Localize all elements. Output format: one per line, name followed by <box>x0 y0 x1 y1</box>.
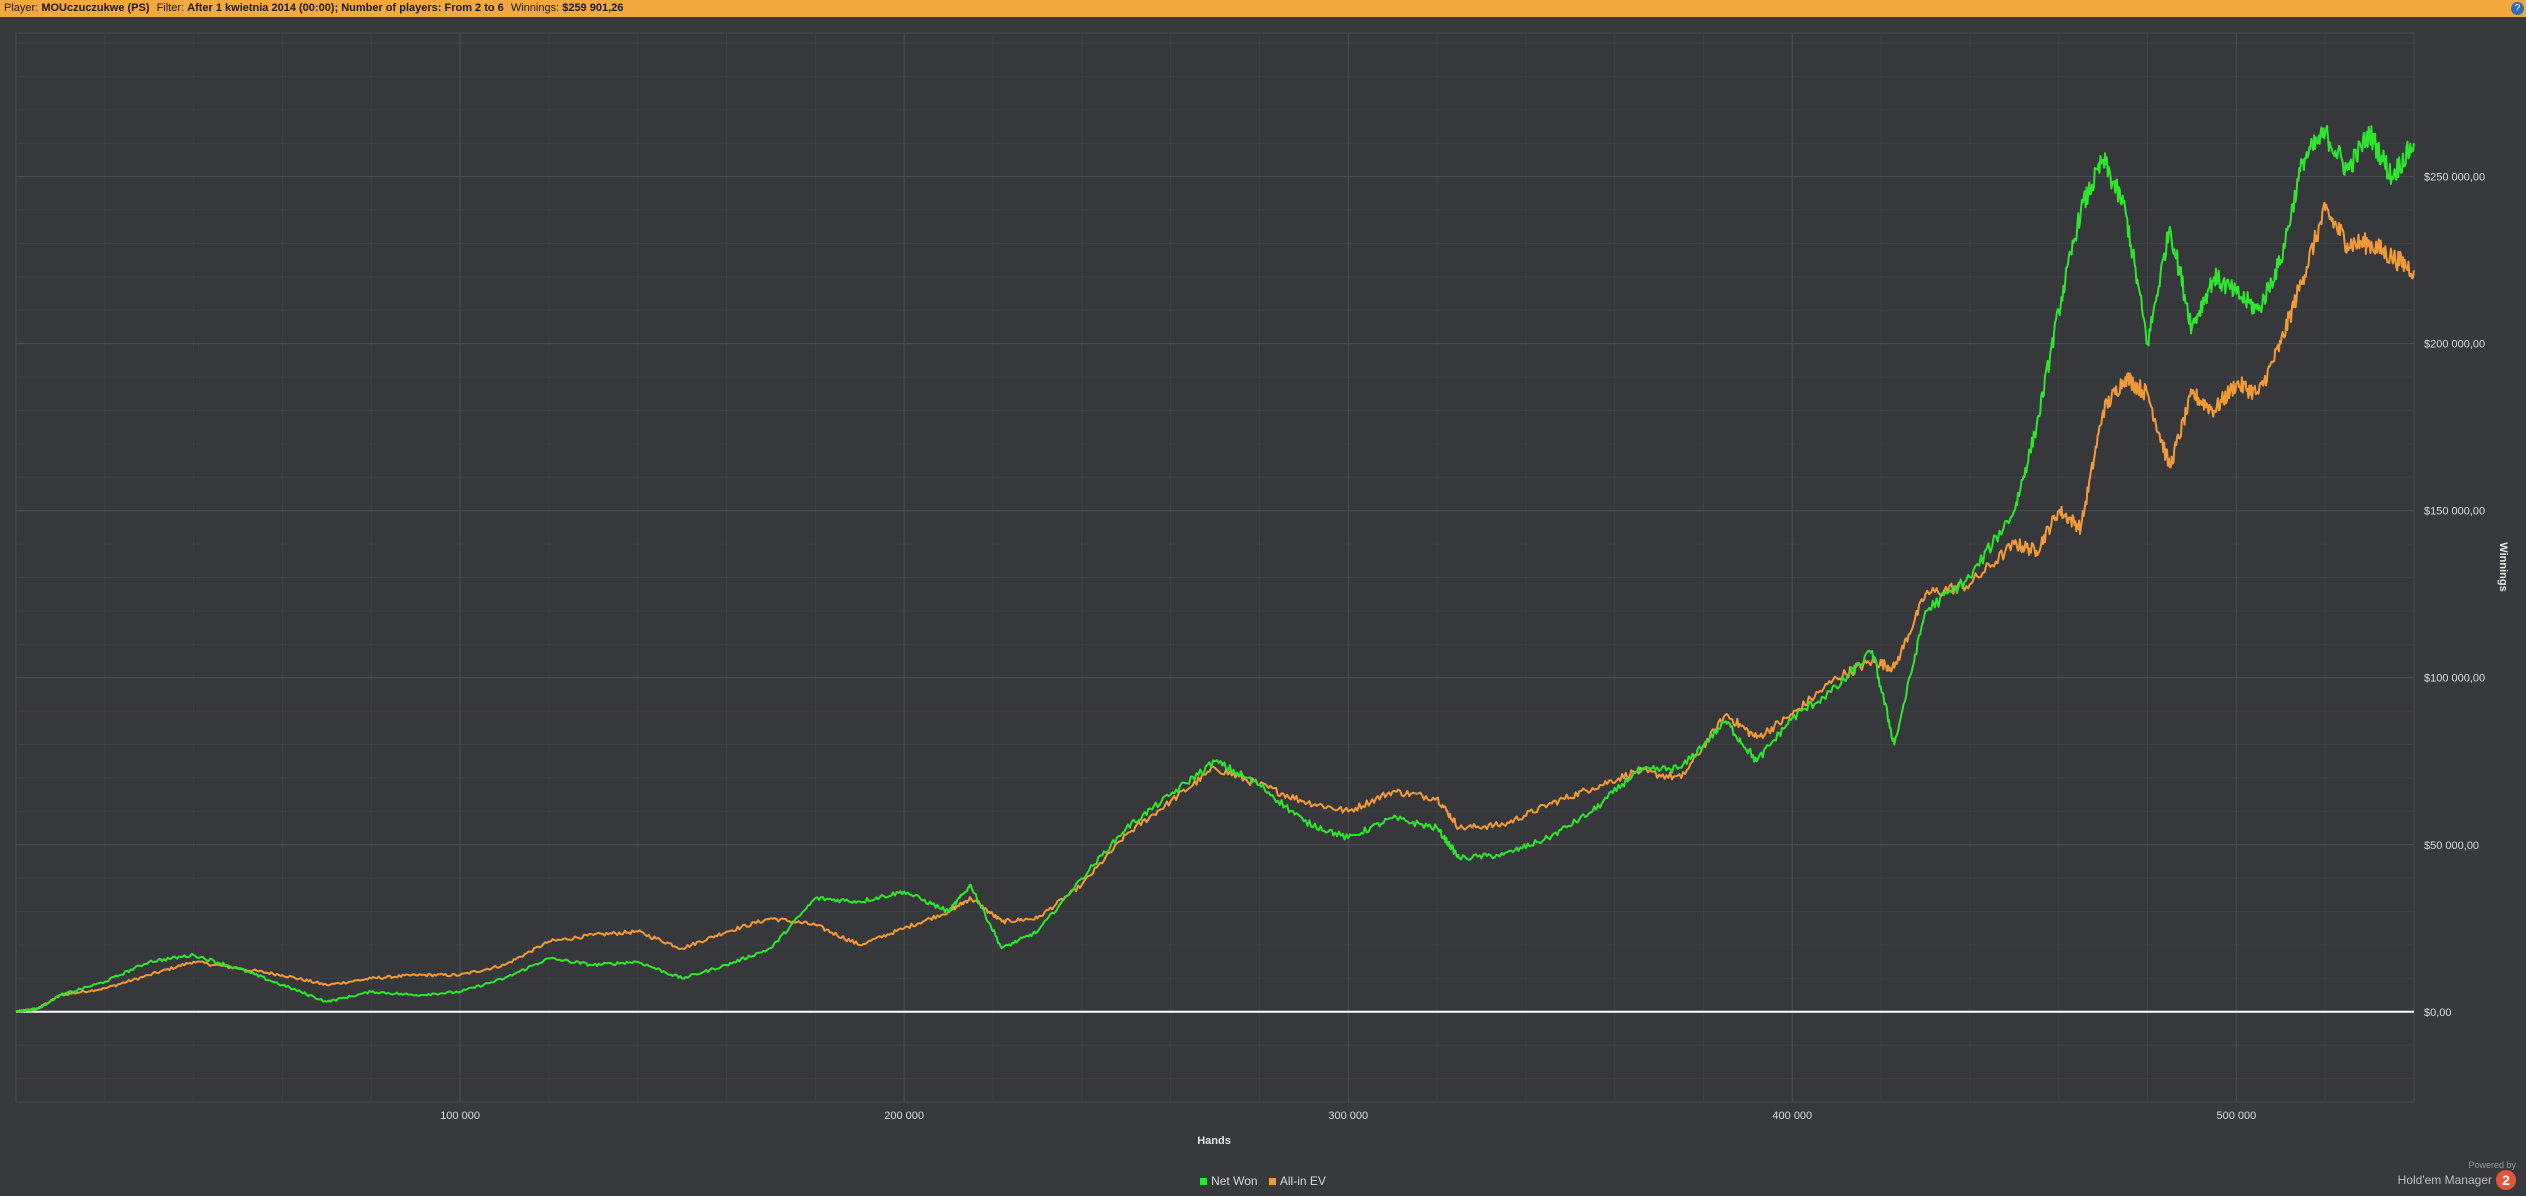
chart-legend: Net Won All-in EV <box>0 1174 2526 1188</box>
player-value: MOUczuczukwe (PS) <box>41 2 150 14</box>
y-tick-label: $150 000,00 <box>2424 506 2485 518</box>
filter-bar: Player: MOUczuczukwe (PS) Filter: After … <box>0 0 2526 17</box>
x-tick-label: 200 000 <box>884 1110 924 1122</box>
legend-item-net-won[interactable]: Net Won <box>1200 1174 1258 1188</box>
y-tick-label: $0,00 <box>2424 1007 2452 1019</box>
y-axis-ticks: $0,00 $50 000,00 $100 000,00 $150 000,00 $20… <box>2424 172 2485 1019</box>
filter-value: After 1 kwietnia 2014 (00:00); Number of… <box>187 2 504 14</box>
series-line-net-won <box>15 124 2415 1013</box>
x-axis-title: Hands <box>1197 1135 1231 1147</box>
x-tick-label: 400 000 <box>1772 1110 1812 1122</box>
legend-item-all-in-ev[interactable]: All-in EV <box>1268 1174 1326 1188</box>
legend-label-net-won: Net Won <box>1211 1174 1258 1188</box>
help-icon[interactable]: ? <box>2511 2 2524 15</box>
series-lines <box>15 124 2415 1013</box>
y-tick-label: $100 000,00 <box>2424 673 2485 685</box>
major-grid <box>16 33 2414 1102</box>
y-tick-label: $50 000,00 <box>2424 840 2479 852</box>
series-line-all-in-ev <box>15 201 2415 1013</box>
product-name: Hold'em Manager <box>2397 1173 2492 1188</box>
powered-by-text: Powered by <box>2468 1160 2516 1170</box>
player-label: Player: <box>4 2 39 14</box>
winnings-label: Winnings: <box>510 2 560 14</box>
x-axis-ticks: 100 000 200 000 300 000 400 000 500 000 <box>440 1110 2256 1122</box>
hm2-logo-icon: 2 <box>2496 1170 2516 1190</box>
x-tick-label: 100 000 <box>440 1110 480 1122</box>
minor-grid <box>16 33 2414 1102</box>
legend-swatch-net-won <box>1200 1178 1208 1185</box>
y-tick-label: $200 000,00 <box>2424 339 2485 351</box>
x-tick-label: 300 000 <box>1328 1110 1368 1122</box>
y-axis-title: Winnings <box>2497 542 2509 591</box>
winnings-value: $259 901,26 <box>562 2 624 14</box>
legend-swatch-all-in-ev <box>1268 1178 1276 1185</box>
branding: Powered by Hold'em Manager 2 <box>2398 1160 2516 1190</box>
x-tick-label: 500 000 <box>2216 1110 2256 1122</box>
legend-label-all-in-ev: All-in EV <box>1279 1174 1326 1188</box>
plot-background <box>15 32 2415 1103</box>
winnings-chart: 100 000 200 000 300 000 400 000 500 000 $0,0… <box>15 32 2509 1147</box>
filter-label: Filter: <box>156 2 185 14</box>
y-tick-label: $250 000,00 <box>2424 172 2485 184</box>
